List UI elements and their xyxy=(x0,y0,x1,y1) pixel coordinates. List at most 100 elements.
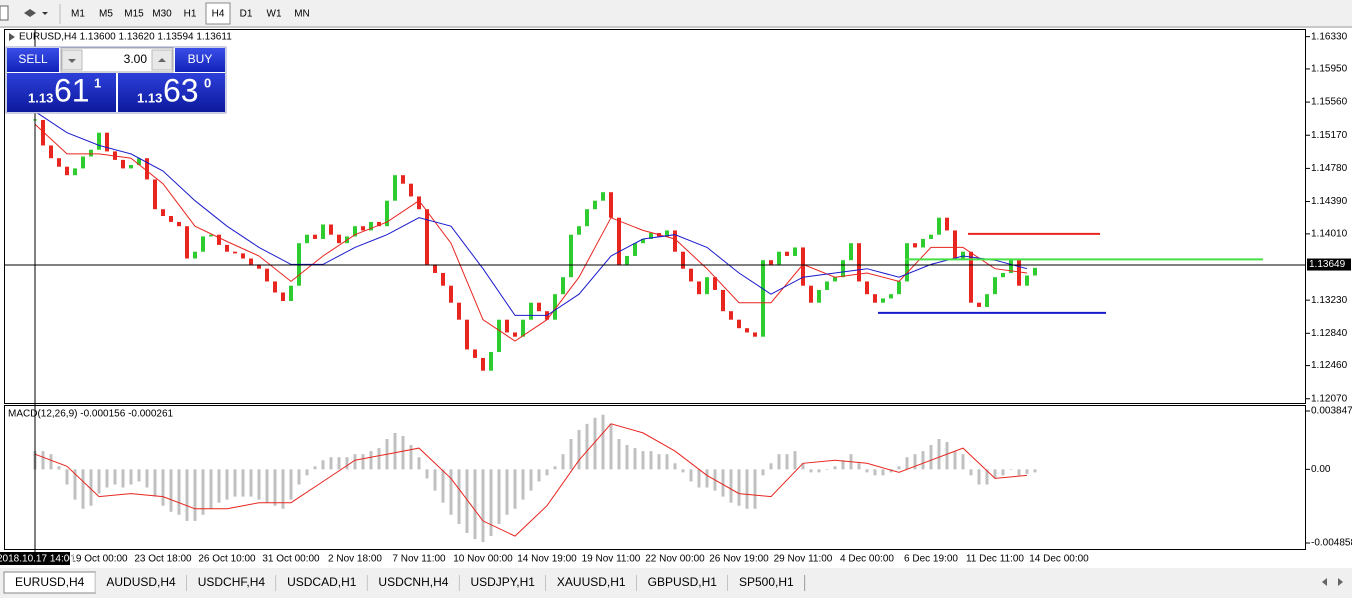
macd-bar xyxy=(721,469,725,497)
candle xyxy=(121,159,125,169)
macd-bar xyxy=(489,469,493,537)
timeframe-button[interactable]: M1 xyxy=(71,9,85,20)
macd-bar xyxy=(953,451,957,470)
candle xyxy=(993,277,997,295)
tab-background xyxy=(636,572,728,593)
candle xyxy=(633,243,637,256)
tab-scroll-left[interactable] xyxy=(1322,578,1327,586)
macd-bar xyxy=(209,469,213,509)
tab-label[interactable]: USDCNH,H4 xyxy=(378,575,448,589)
macd-bar xyxy=(585,423,589,470)
macd-bar xyxy=(889,469,893,473)
candle xyxy=(457,302,461,320)
candle xyxy=(737,319,741,329)
tab-scroll-right[interactable] xyxy=(1338,578,1343,586)
tab-label[interactable]: USDCAD,H1 xyxy=(287,575,357,589)
toolbar-icon[interactable] xyxy=(24,9,36,17)
macd-bar xyxy=(609,423,613,470)
timeframe-button[interactable]: W1 xyxy=(267,9,282,20)
tab[interactable]: EURUSD,H4 xyxy=(3,571,96,594)
macd-bar xyxy=(513,469,517,509)
candle xyxy=(1001,272,1005,278)
x-tick-label: 2 Nov 18:00 xyxy=(328,554,382,565)
macd-pane xyxy=(4,405,1306,550)
macd-bar xyxy=(881,469,885,476)
macd-bar xyxy=(505,469,509,515)
y-tick-label: 1.14390 xyxy=(1311,196,1348,207)
macd-bar xyxy=(769,463,773,470)
tab[interactable]: USDJPY,H1 xyxy=(459,572,547,593)
bid-box[interactable] xyxy=(7,73,116,112)
tab[interactable]: AUDUSD,H4 xyxy=(95,572,188,593)
tab[interactable]: USDCHF,H4 xyxy=(186,572,277,593)
buy-button[interactable] xyxy=(175,48,225,72)
candle xyxy=(137,158,141,165)
macd-bar xyxy=(473,469,477,540)
candle xyxy=(801,247,805,286)
sell-button[interactable] xyxy=(7,48,59,72)
candle xyxy=(937,217,941,235)
tab-label[interactable]: EURUSD,H4 xyxy=(15,575,85,589)
arrow-up xyxy=(158,58,166,62)
timeframe-button[interactable]: H4 xyxy=(212,9,225,20)
toolbar-icon[interactable] xyxy=(0,5,9,21)
tab-label[interactable]: GBPUSD,H1 xyxy=(648,575,718,589)
candle xyxy=(929,234,933,239)
candle xyxy=(609,192,613,218)
timeframe-button[interactable]: M30 xyxy=(152,9,172,20)
candle xyxy=(145,158,149,180)
ask-box[interactable] xyxy=(118,73,225,112)
candle xyxy=(497,319,501,352)
tab[interactable]: USDCAD,H1 xyxy=(276,572,368,593)
tab[interactable]: GBPUSD,H1 xyxy=(636,572,729,593)
candle xyxy=(953,230,957,259)
tab-label[interactable]: XAUUSD,H1 xyxy=(557,575,626,589)
toolbar-dropdown[interactable] xyxy=(42,12,48,15)
candle xyxy=(257,264,261,269)
timeframe-button[interactable]: H1 xyxy=(184,9,197,20)
macd-bar xyxy=(145,469,149,488)
macd-bar xyxy=(465,469,469,534)
tab[interactable]: USDCNH,H4 xyxy=(367,572,460,593)
bid-pips: 61 xyxy=(54,72,90,108)
candle xyxy=(185,226,189,259)
macd-bar xyxy=(977,469,981,485)
x-tick-label: 10 Nov 00:00 xyxy=(453,554,513,565)
macd-bar xyxy=(353,454,357,470)
x-tick-label: 19 Oct 00:00 xyxy=(70,554,128,565)
tab-label[interactable]: USDJPY,H1 xyxy=(470,575,535,589)
y-tick-label: 1.16330 xyxy=(1311,31,1348,42)
macd-bar xyxy=(49,454,53,470)
macd-bar xyxy=(617,439,621,470)
candle xyxy=(233,251,237,254)
timeframe-button[interactable]: M5 xyxy=(99,9,113,20)
tab-label[interactable]: SP500,H1 xyxy=(739,575,794,589)
macd-bar xyxy=(625,445,629,470)
macd-bar xyxy=(441,469,445,503)
tab-label[interactable]: USDCHF,H4 xyxy=(198,575,266,589)
timeframe-button[interactable]: M15 xyxy=(124,9,144,20)
tab[interactable]: SP500,H1 xyxy=(727,572,806,593)
tab-label[interactable]: AUDUSD,H4 xyxy=(106,575,176,589)
macd-bar xyxy=(249,469,253,497)
timeframe-button[interactable]: D1 xyxy=(240,9,253,20)
macd-bar xyxy=(985,469,989,485)
candle xyxy=(969,251,973,303)
candle xyxy=(889,294,893,299)
candle xyxy=(329,224,333,235)
y-tick-label: 1.13230 xyxy=(1311,295,1348,306)
tab[interactable]: XAUUSD,H1 xyxy=(545,572,638,593)
candle xyxy=(553,294,557,320)
candle xyxy=(369,221,373,231)
macd-bar xyxy=(153,469,157,497)
arrow-down xyxy=(68,59,76,63)
candle xyxy=(977,302,981,307)
candle xyxy=(193,251,197,259)
macd-bar xyxy=(1033,469,1037,473)
macd-bar xyxy=(289,469,293,500)
macd-bar xyxy=(577,429,581,470)
candle xyxy=(569,234,573,278)
x-tick-label: 14 Dec 00:00 xyxy=(1029,554,1089,565)
timeframe-button[interactable]: MN xyxy=(294,9,310,20)
candle xyxy=(577,226,581,235)
